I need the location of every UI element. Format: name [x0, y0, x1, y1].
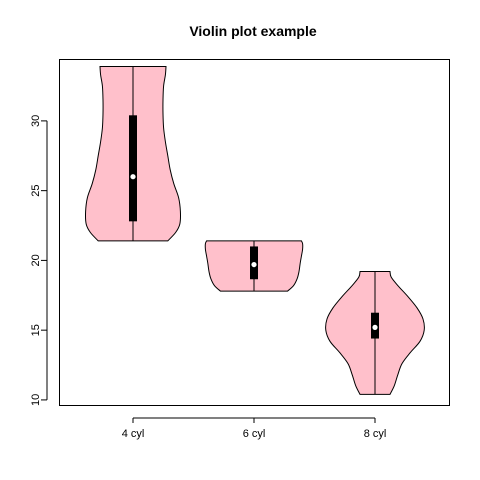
- iqr-box: [129, 115, 137, 222]
- x-tick-label: 4 cyl: [122, 428, 145, 440]
- violin-4-cyl: [84, 65, 182, 242]
- violin-8-cyl: [325, 271, 425, 395]
- y-axis: 10 15 20 25 30: [30, 115, 48, 406]
- y-tick-label: 25: [30, 184, 42, 196]
- y-tick-label: 10: [30, 394, 42, 406]
- plot-frame: [59, 59, 450, 406]
- median-point: [251, 261, 257, 268]
- x-tick-label: 8 cyl: [364, 428, 387, 440]
- median-point: [372, 324, 378, 330]
- x-axis: 4 cyl 6 cyl 8 cyl: [122, 417, 387, 440]
- y-tick-label: 20: [30, 254, 42, 266]
- y-tick-label: 30: [30, 115, 42, 127]
- y-tick-label: 15: [30, 324, 42, 336]
- median-point: [130, 174, 136, 180]
- violin-6-cyl: [204, 240, 304, 292]
- violins: [84, 65, 425, 395]
- x-tick-label: 6 cyl: [243, 428, 266, 440]
- chart-title: Violin plot example: [189, 23, 317, 39]
